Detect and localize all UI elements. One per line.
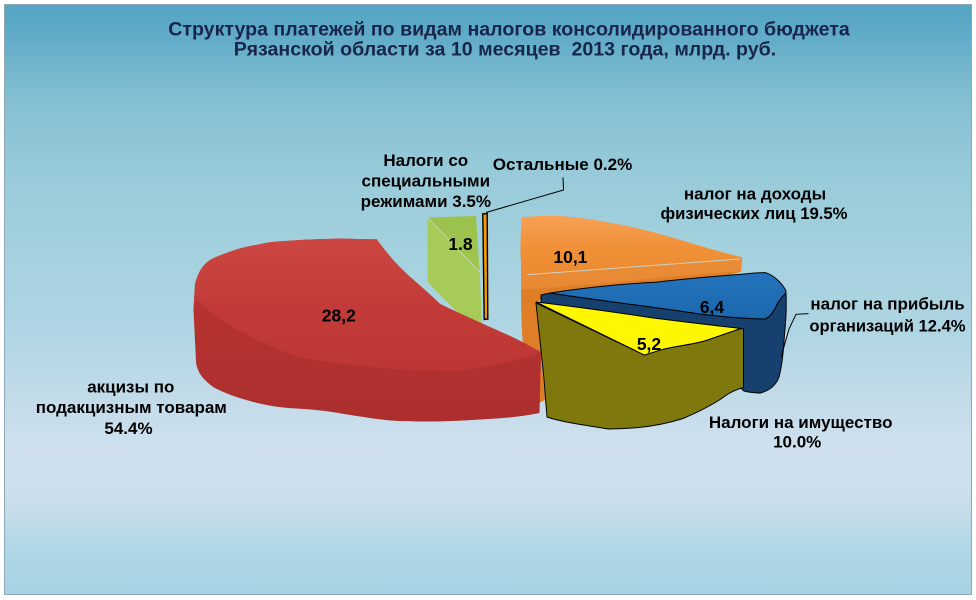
svg-text:налог на прибыль: налог на прибыль [810,295,964,314]
svg-text:режимами 3.5%: режимами 3.5% [361,192,491,211]
svg-text:54.4%: 54.4% [104,419,152,438]
svg-text:Налоги со: Налоги со [383,151,468,170]
svg-text:10.0%: 10.0% [773,433,821,452]
svg-text:акцизы по: акцизы по [87,378,174,397]
svg-text:10,1: 10,1 [553,247,587,267]
svg-text:Остальные 0.2%: Остальные 0.2% [493,155,632,174]
svg-text:физических лиц 19.5%: физических лиц 19.5% [660,204,847,223]
svg-text:Рязанской области за 10 месяце: Рязанской области за 10 месяцев 2013 год… [234,39,776,61]
svg-text:1.8: 1.8 [448,234,473,254]
svg-text:Налоги на имущество: Налоги на имущество [709,413,893,432]
svg-text:Структура платежей по видам на: Структура платежей по видам налогов конс… [168,19,851,41]
svg-text:5,2: 5,2 [637,334,662,354]
svg-text:подакцизным товарам: подакцизным товарам [36,398,227,417]
svg-text:организаций 12.4%: организаций 12.4% [809,317,965,336]
svg-text:28,2: 28,2 [322,306,356,326]
svg-text:6,4: 6,4 [700,297,725,317]
svg-text:специальными: специальными [361,172,490,191]
svg-text:налог на доходы: налог на доходы [684,185,826,204]
